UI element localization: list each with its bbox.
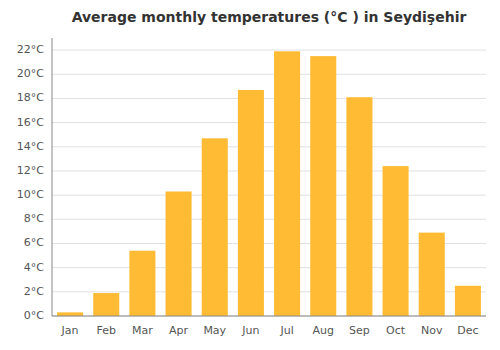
x-tick-label: Jan [61, 324, 79, 337]
x-tick-label: Feb [97, 324, 116, 337]
x-tick-label: Jun [241, 324, 259, 337]
y-tick-label: 16°C [17, 116, 44, 129]
bar [238, 90, 264, 316]
x-tick-label: Oct [386, 324, 406, 337]
grid-line [52, 122, 486, 123]
grid-line [52, 195, 486, 196]
bars [57, 51, 481, 316]
bar [383, 166, 409, 316]
y-axis: 0°C 2°C 4°C 6°C 8°C 10°C 12°C 14°C 16°C 18°C 20°C 2… [17, 43, 44, 322]
y-tick-label: 14°C [17, 140, 44, 153]
x-tick-label: Nov [421, 324, 443, 337]
y-tick-label: 8°C [24, 212, 44, 225]
x-tick-label: Jul [279, 324, 293, 337]
bar [455, 286, 481, 316]
grid [52, 50, 486, 316]
bar [166, 192, 192, 316]
x-tick-label: May [203, 324, 226, 337]
grid-line [52, 170, 486, 171]
y-tick-label: 12°C [17, 164, 44, 177]
bar [419, 233, 445, 316]
y-tick-label: 0°C [24, 309, 44, 322]
title: Average monthly temperatures (°C ) in Se… [72, 9, 467, 25]
bar [93, 293, 119, 316]
y-tick-label: 6°C [24, 236, 44, 249]
y-tick-label: 10°C [17, 188, 44, 201]
bar [129, 251, 155, 316]
y-axis-line [52, 38, 53, 316]
y-tick-label: 2°C [24, 285, 44, 298]
bar [274, 51, 300, 316]
bar [202, 138, 228, 316]
y-tick-label: 20°C [17, 67, 44, 80]
grid-line [52, 98, 486, 99]
grid-line [52, 316, 486, 317]
x-tick-label: Aug [313, 324, 334, 337]
y-tick-label: 22°C [17, 43, 44, 56]
bar [346, 97, 372, 316]
grid-line [52, 74, 486, 75]
bar [57, 312, 83, 316]
x-tick-label: Apr [169, 324, 189, 337]
x-tick-label: Sep [349, 324, 370, 337]
x-axis: Jan Feb Mar Apr May Jun Jul Aug Sep Oct Nov Dec [52, 316, 486, 337]
grid-line [52, 219, 486, 220]
chart: Average monthly temperatures (°C ) in Se… [0, 0, 500, 350]
y-tick-label: 4°C [24, 261, 44, 274]
y-tick-label: 18°C [17, 91, 44, 104]
grid-line [52, 50, 486, 51]
bar [310, 56, 336, 316]
x-tick-label: Dec [457, 324, 478, 337]
x-tick-label: Mar [132, 324, 153, 337]
x-axis-line [52, 316, 486, 317]
grid-line [52, 146, 486, 147]
